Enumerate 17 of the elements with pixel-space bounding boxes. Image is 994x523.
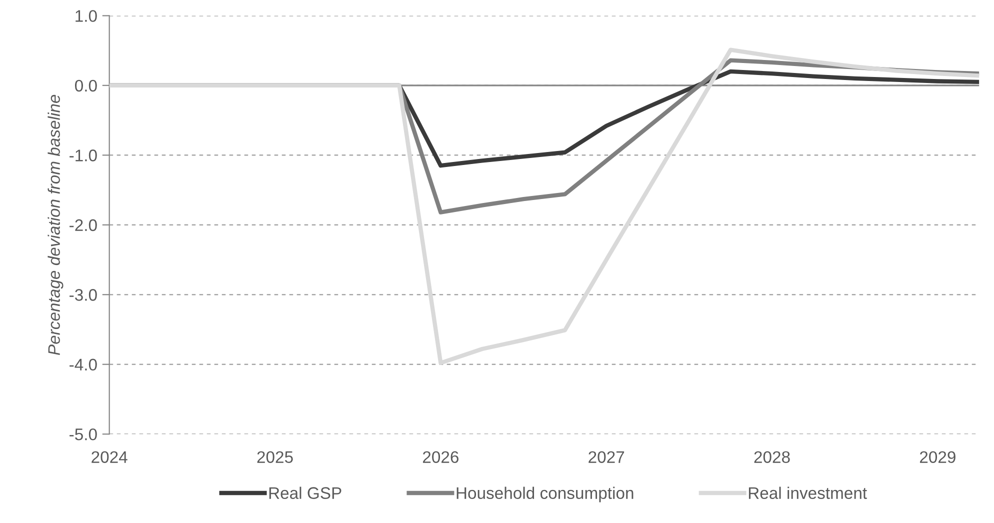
y-tick-label: 1.0 — [76, 10, 97, 22]
x-tick-label: 2029 — [920, 451, 956, 463]
y-axis-title: Percentage deviation from baseline — [48, 94, 64, 356]
y-tick-label: -3.0 — [70, 289, 97, 301]
y-tick-label: -2.0 — [70, 219, 97, 232]
x-tick-label: 2027 — [588, 451, 624, 463]
y-tick-label: -5.0 — [70, 428, 97, 440]
y-tick-label: 0.0 — [75, 80, 97, 92]
y-tick-label: -4.0 — [70, 358, 97, 371]
x-tick-label: 2024 — [92, 451, 128, 463]
y-tick-label: -1.0 — [70, 150, 97, 162]
x-tick-label: 2026 — [422, 451, 458, 463]
legend-label: Household consumption — [456, 486, 634, 502]
x-tick-label: 2028 — [754, 451, 790, 463]
x-tick-label: 2025 — [257, 451, 293, 463]
legend-label: Real GSP — [269, 486, 342, 499]
legend-label: Real investment — [748, 486, 867, 499]
